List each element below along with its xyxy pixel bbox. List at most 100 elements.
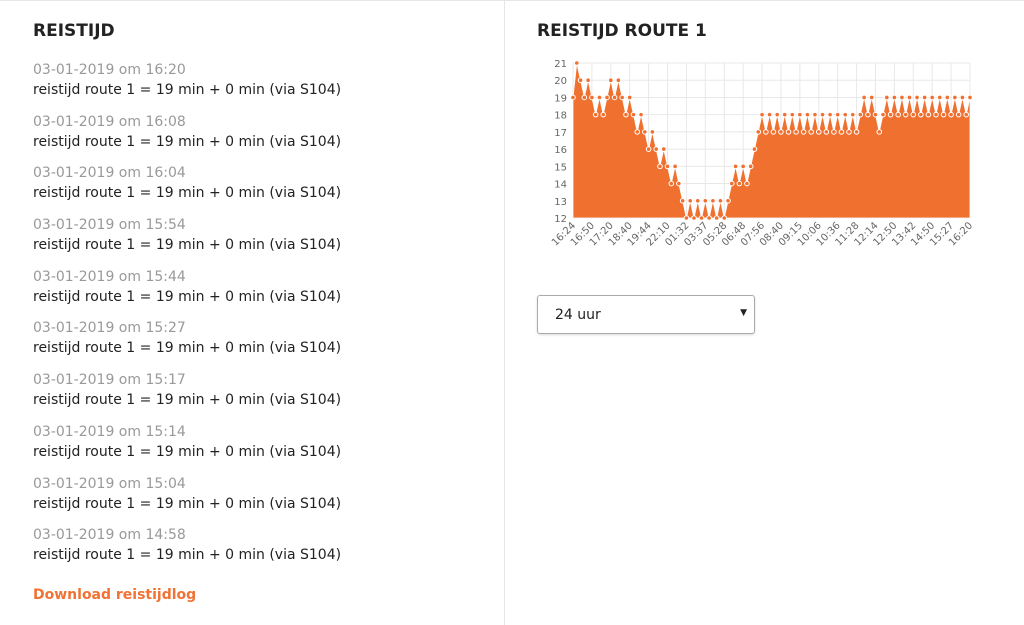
data-point xyxy=(785,129,792,135)
entry-timestamp: 03-01-2019 om 15:27 xyxy=(33,320,186,337)
y-tick-label: 17 xyxy=(554,128,567,139)
list-item: 03-01-2019 om 15:54 reistijd route 1 = 19… xyxy=(33,215,341,267)
data-point xyxy=(623,111,629,118)
data-point xyxy=(774,111,780,118)
period-select-value: 24 uur xyxy=(555,307,601,323)
data-point xyxy=(846,129,852,135)
entry-timestamp: 03-01-2019 om 15:04 xyxy=(33,475,186,492)
entry-text: reistijd route 1 = 19 min + 0 min (via S… xyxy=(33,185,342,202)
data-point xyxy=(706,215,712,221)
data-point xyxy=(804,111,811,118)
entry-timestamp: 03-01-2019 om 15:44 xyxy=(33,268,186,285)
data-point xyxy=(876,129,883,135)
y-tick-label: 20 xyxy=(554,76,567,87)
data-point xyxy=(918,111,924,118)
data-point xyxy=(827,111,833,118)
entry-text: reistijd route 1 = 19 min + 0 min (via S… xyxy=(33,133,342,150)
entry-text: reistijd route 1 = 19 min + 0 min (via S… xyxy=(33,547,342,564)
data-point xyxy=(940,111,947,118)
data-point xyxy=(887,111,894,118)
data-point xyxy=(872,111,879,118)
travel-time-chart: 1213141516171819202116:2416:5017:2018:40… xyxy=(550,59,975,249)
entry-text: reistijd route 1 = 19 min + 0 min (via S… xyxy=(33,288,342,305)
data-point xyxy=(755,129,762,135)
data-point xyxy=(600,111,607,118)
data-point xyxy=(732,163,739,170)
data-point xyxy=(725,197,731,204)
y-tick-label: 19 xyxy=(554,93,567,104)
data-point xyxy=(781,111,788,118)
data-point xyxy=(570,94,576,101)
data-point xyxy=(853,129,860,135)
download-log-link[interactable]: Download reistijdlog xyxy=(33,587,197,603)
data-point xyxy=(789,111,796,118)
data-point xyxy=(649,129,656,135)
data-point xyxy=(611,94,618,101)
data-point xyxy=(763,129,769,135)
data-point xyxy=(808,129,815,135)
data-point xyxy=(589,94,595,101)
y-tick-label: 21 xyxy=(554,59,567,70)
data-point xyxy=(626,94,633,101)
data-point xyxy=(638,111,644,118)
data-point xyxy=(834,111,841,118)
data-point xyxy=(660,146,667,152)
data-point xyxy=(963,111,970,118)
data-point xyxy=(717,197,724,204)
chart-title: REISTIJD ROUTE 1 xyxy=(537,21,707,41)
entry-text: reistijd route 1 = 19 min + 0 min (via S… xyxy=(33,495,342,512)
y-tick-label: 15 xyxy=(554,162,567,173)
data-point xyxy=(630,111,637,118)
data-point xyxy=(921,94,928,101)
entry-text: reistijd route 1 = 19 min + 0 min (via S… xyxy=(33,82,342,98)
data-point xyxy=(842,111,849,118)
data-point xyxy=(615,77,622,84)
data-point xyxy=(967,94,973,101)
data-point xyxy=(880,111,886,118)
y-tick-label: 13 xyxy=(554,197,567,208)
data-point xyxy=(747,163,754,170)
data-point xyxy=(573,60,580,66)
data-point xyxy=(657,163,663,170)
area-series xyxy=(572,62,971,219)
data-point xyxy=(596,94,603,101)
data-point xyxy=(679,197,686,204)
entry-timestamp: 03-01-2019 om 15:14 xyxy=(33,423,186,440)
entry-text: reistijd route 1 = 19 min + 0 min (via S… xyxy=(33,392,342,409)
data-point xyxy=(604,94,610,101)
data-point xyxy=(899,94,905,101)
data-point xyxy=(952,94,958,101)
list-item: 03-01-2019 om 15:27 reistijd route 1 = 19… xyxy=(33,318,341,370)
data-point xyxy=(766,111,773,118)
list-item: 03-01-2019 om 15:14 reistijd route 1 = 19… xyxy=(33,422,341,474)
data-point xyxy=(849,111,856,118)
entry-timestamp: 03-01-2019 om 16:04 xyxy=(33,165,186,182)
data-point xyxy=(838,129,845,135)
data-point xyxy=(902,111,909,118)
data-point xyxy=(895,111,901,118)
data-point xyxy=(645,146,652,152)
data-point xyxy=(797,111,803,118)
data-point xyxy=(642,129,648,135)
data-point xyxy=(592,111,599,118)
y-tick-label: 14 xyxy=(554,180,567,191)
data-point xyxy=(910,111,917,118)
period-select[interactable]: 24 uur ▼ xyxy=(537,295,755,334)
data-point xyxy=(581,94,588,101)
data-point xyxy=(668,180,675,187)
entry-timestamp: 03-01-2019 om 16:08 xyxy=(33,113,186,130)
data-point xyxy=(812,111,818,118)
data-point xyxy=(861,94,867,101)
data-point xyxy=(577,77,584,84)
list-item: 03-01-2019 om 15:04 reistijd route 1 = 19… xyxy=(33,474,341,526)
data-point xyxy=(800,129,807,135)
data-point xyxy=(819,111,826,118)
entry-text: reistijd route 1 = 19 min + 0 min (via S… xyxy=(33,340,342,357)
data-point xyxy=(702,197,709,204)
data-point xyxy=(676,180,682,187)
y-tick-label: 12 xyxy=(554,214,567,225)
data-point xyxy=(831,129,837,135)
data-point xyxy=(619,94,625,101)
data-point xyxy=(687,197,694,204)
travel-time-list: 03-01-2019 om 16:20 reistijd route 1 = 19… xyxy=(33,60,341,577)
